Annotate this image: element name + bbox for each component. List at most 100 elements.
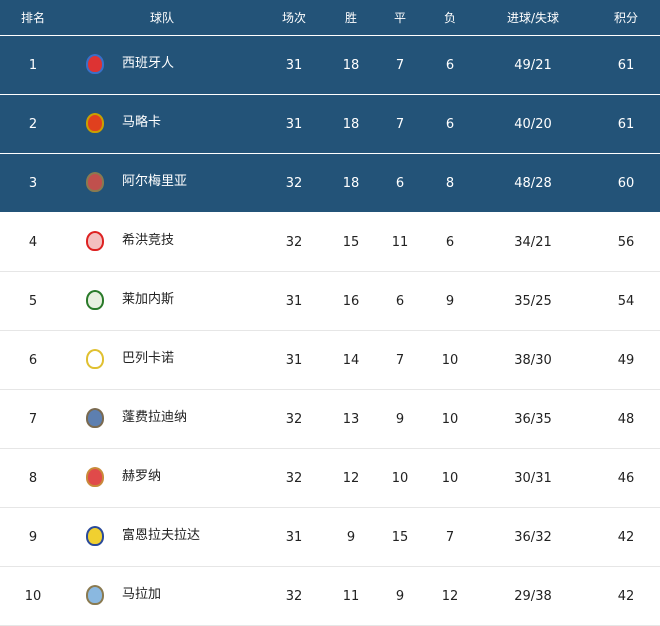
- cell-points: 61: [617, 57, 635, 73]
- standings-body: 1 31 18 7 6 49/21 61 西班牙人 2 31 18 7 6 40/20 61 马略卡 3 32 18…: [0, 36, 660, 626]
- cell-played: 32: [285, 588, 303, 604]
- cell-points: 56: [617, 234, 635, 250]
- cell-won: 16: [342, 293, 360, 309]
- team-logo-icon: [86, 408, 104, 428]
- header-drawn: 平: [393, 11, 407, 25]
- team-name[interactable]: 富恩拉夫拉达: [122, 527, 201, 543]
- cell-won: 11: [342, 588, 360, 604]
- team-logo-icon: [86, 54, 104, 74]
- team-name[interactable]: 西班牙人: [122, 55, 175, 71]
- cell-goals: 40/20: [514, 116, 552, 132]
- cell-rank: 3: [28, 175, 38, 191]
- cell-points: 42: [617, 588, 635, 604]
- cell-lost: 6: [445, 116, 455, 132]
- cell-goals: 38/30: [514, 352, 552, 368]
- cell-drawn: 6: [395, 293, 405, 309]
- cell-lost: 12: [441, 588, 459, 604]
- cell-rank: 5: [28, 293, 38, 309]
- cell-points: 46: [617, 470, 635, 486]
- cell-goals: 36/35: [514, 411, 552, 427]
- table-row[interactable]: 5 31 16 6 9 35/25 54 莱加内斯: [0, 272, 660, 331]
- cell-played: 31: [285, 529, 303, 545]
- team-name[interactable]: 赫罗纳: [122, 468, 162, 484]
- team-logo-icon: [86, 349, 104, 369]
- cell-goals: 49/21: [514, 57, 552, 73]
- team-logo-icon: [86, 526, 104, 546]
- cell-goals: 34/21: [514, 234, 552, 250]
- cell-drawn: 7: [395, 57, 405, 73]
- team-name[interactable]: 蓬费拉迪纳: [122, 409, 188, 425]
- cell-goals: 36/32: [514, 529, 552, 545]
- cell-goals: 48/28: [514, 175, 552, 191]
- cell-goals: 35/25: [514, 293, 552, 309]
- table-row[interactable]: 7 32 13 9 10 36/35 48 蓬费拉迪纳: [0, 390, 660, 449]
- cell-rank: 2: [28, 116, 38, 132]
- cell-played: 32: [285, 234, 303, 250]
- cell-lost: 6: [445, 234, 455, 250]
- cell-won: 18: [342, 116, 360, 132]
- header-rank: 排名: [20, 11, 46, 25]
- table-row[interactable]: 6 31 14 7 10 38/30 49 巴列卡诺: [0, 331, 660, 390]
- cell-rank: 8: [28, 470, 38, 486]
- team-name[interactable]: 阿尔梅里亚: [122, 173, 188, 189]
- team-logo-icon: [86, 290, 104, 310]
- team-logo-icon: [86, 467, 104, 487]
- team-logo-icon: [86, 113, 104, 133]
- cell-points: 61: [617, 116, 635, 132]
- team-name[interactable]: 马拉加: [122, 586, 162, 602]
- table-row[interactable]: 8 32 12 10 10 30/31 46 赫罗纳: [0, 449, 660, 508]
- header-played: 场次: [281, 11, 307, 25]
- cell-points: 48: [617, 411, 635, 427]
- header-lost: 负: [443, 11, 457, 25]
- cell-drawn: 15: [391, 529, 409, 545]
- cell-points: 60: [617, 175, 635, 191]
- cell-drawn: 10: [391, 470, 409, 486]
- cell-lost: 10: [441, 352, 459, 368]
- cell-played: 32: [285, 175, 303, 191]
- table-row[interactable]: 2 31 18 7 6 40/20 61 马略卡: [0, 95, 660, 154]
- cell-lost: 9: [445, 293, 455, 309]
- cell-drawn: 11: [391, 234, 409, 250]
- cell-played: 31: [285, 116, 303, 132]
- cell-won: 18: [342, 57, 360, 73]
- team-name[interactable]: 莱加内斯: [122, 291, 175, 307]
- header-goals: 进球/失球: [506, 11, 560, 25]
- cell-won: 13: [342, 411, 360, 427]
- cell-played: 32: [285, 411, 303, 427]
- cell-drawn: 7: [395, 352, 405, 368]
- header-won: 胜: [344, 11, 358, 25]
- cell-rank: 6: [28, 352, 38, 368]
- table-row[interactable]: 3 32 18 6 8 48/28 60 阿尔梅里亚: [0, 154, 660, 213]
- cell-rank: 1: [28, 57, 38, 73]
- cell-points: 49: [617, 352, 635, 368]
- table-header: 排名 球队 场次 胜 平 负 进球/失球 积分: [0, 0, 660, 36]
- cell-drawn: 9: [395, 588, 405, 604]
- cell-won: 18: [342, 175, 360, 191]
- table-row[interactable]: 10 32 11 9 12 29/38 42 马拉加: [0, 567, 660, 626]
- table-row[interactable]: 4 32 15 11 6 34/21 56 希洪竞技: [0, 213, 660, 272]
- cell-played: 31: [285, 57, 303, 73]
- cell-played: 31: [285, 352, 303, 368]
- cell-drawn: 9: [395, 411, 405, 427]
- cell-lost: 10: [441, 411, 459, 427]
- header-team: 球队: [149, 11, 175, 25]
- team-logo-icon: [86, 172, 104, 192]
- cell-drawn: 7: [395, 116, 405, 132]
- cell-points: 42: [617, 529, 635, 545]
- team-name[interactable]: 希洪竞技: [122, 232, 175, 248]
- cell-won: 12: [342, 470, 360, 486]
- cell-rank: 4: [28, 234, 38, 250]
- cell-played: 31: [285, 293, 303, 309]
- cell-rank: 9: [28, 529, 38, 545]
- table-row[interactable]: 9 31 9 15 7 36/32 42 富恩拉夫拉达: [0, 508, 660, 567]
- cell-lost: 7: [445, 529, 455, 545]
- team-name[interactable]: 巴列卡诺: [122, 350, 175, 366]
- cell-won: 9: [346, 529, 356, 545]
- team-name[interactable]: 马略卡: [122, 114, 162, 130]
- table-row[interactable]: 1 31 18 7 6 49/21 61 西班牙人: [0, 36, 660, 95]
- cell-drawn: 6: [395, 175, 405, 191]
- team-logo-icon: [86, 585, 104, 605]
- cell-played: 32: [285, 470, 303, 486]
- cell-won: 14: [342, 352, 360, 368]
- cell-won: 15: [342, 234, 360, 250]
